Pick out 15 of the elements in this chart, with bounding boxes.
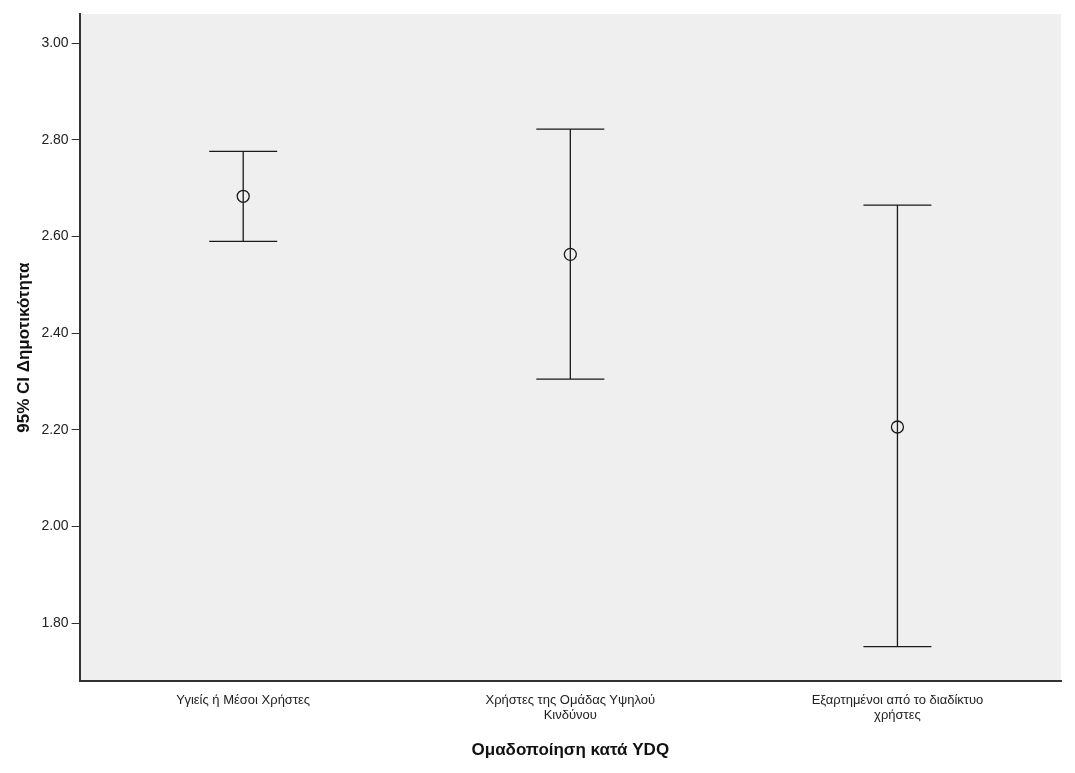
y-tick-label: 2.80 [41, 130, 69, 147]
point [236, 189, 250, 203]
y-tick-label: 2.40 [41, 324, 69, 341]
y-tick-label: 3.00 [41, 33, 69, 50]
y-tick-label: 2.20 [41, 420, 69, 437]
y-axis-title: 95% CI Δημοτικότητα [13, 262, 33, 433]
x-axis-title: Ομαδοποίηση κατά YDQ [471, 740, 670, 760]
point [890, 420, 905, 434]
y-tick-label: 1.80 [41, 614, 69, 631]
x-tick-label: Υγιείς ή Μέσοι Χρήστες [176, 691, 311, 707]
y-tick-label: 2.60 [41, 227, 69, 244]
x-tick-label: Χρήστες της Ομάδας Υψηλού Κινδύνου [485, 691, 656, 723]
x-tick-label: Εξαρτημένοι από το διαδίκτυο χρήστες [811, 691, 984, 723]
point [563, 247, 577, 262]
y-tick-label: 2.00 [41, 517, 69, 534]
